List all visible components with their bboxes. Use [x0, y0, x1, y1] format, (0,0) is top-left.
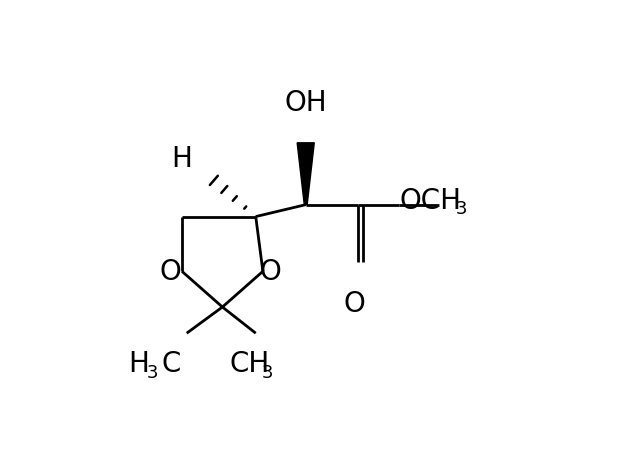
Text: O: O	[159, 258, 181, 286]
Text: O: O	[344, 290, 365, 318]
Text: H: H	[129, 350, 150, 378]
Text: C: C	[161, 350, 180, 378]
Text: 3: 3	[262, 364, 273, 382]
Text: 3: 3	[456, 200, 468, 218]
Text: H: H	[172, 146, 193, 173]
Text: 3: 3	[147, 364, 158, 382]
Polygon shape	[297, 143, 314, 205]
Text: O: O	[259, 258, 281, 286]
Text: OH: OH	[284, 89, 327, 117]
Text: CH: CH	[230, 350, 270, 378]
Text: OCH: OCH	[400, 187, 462, 215]
